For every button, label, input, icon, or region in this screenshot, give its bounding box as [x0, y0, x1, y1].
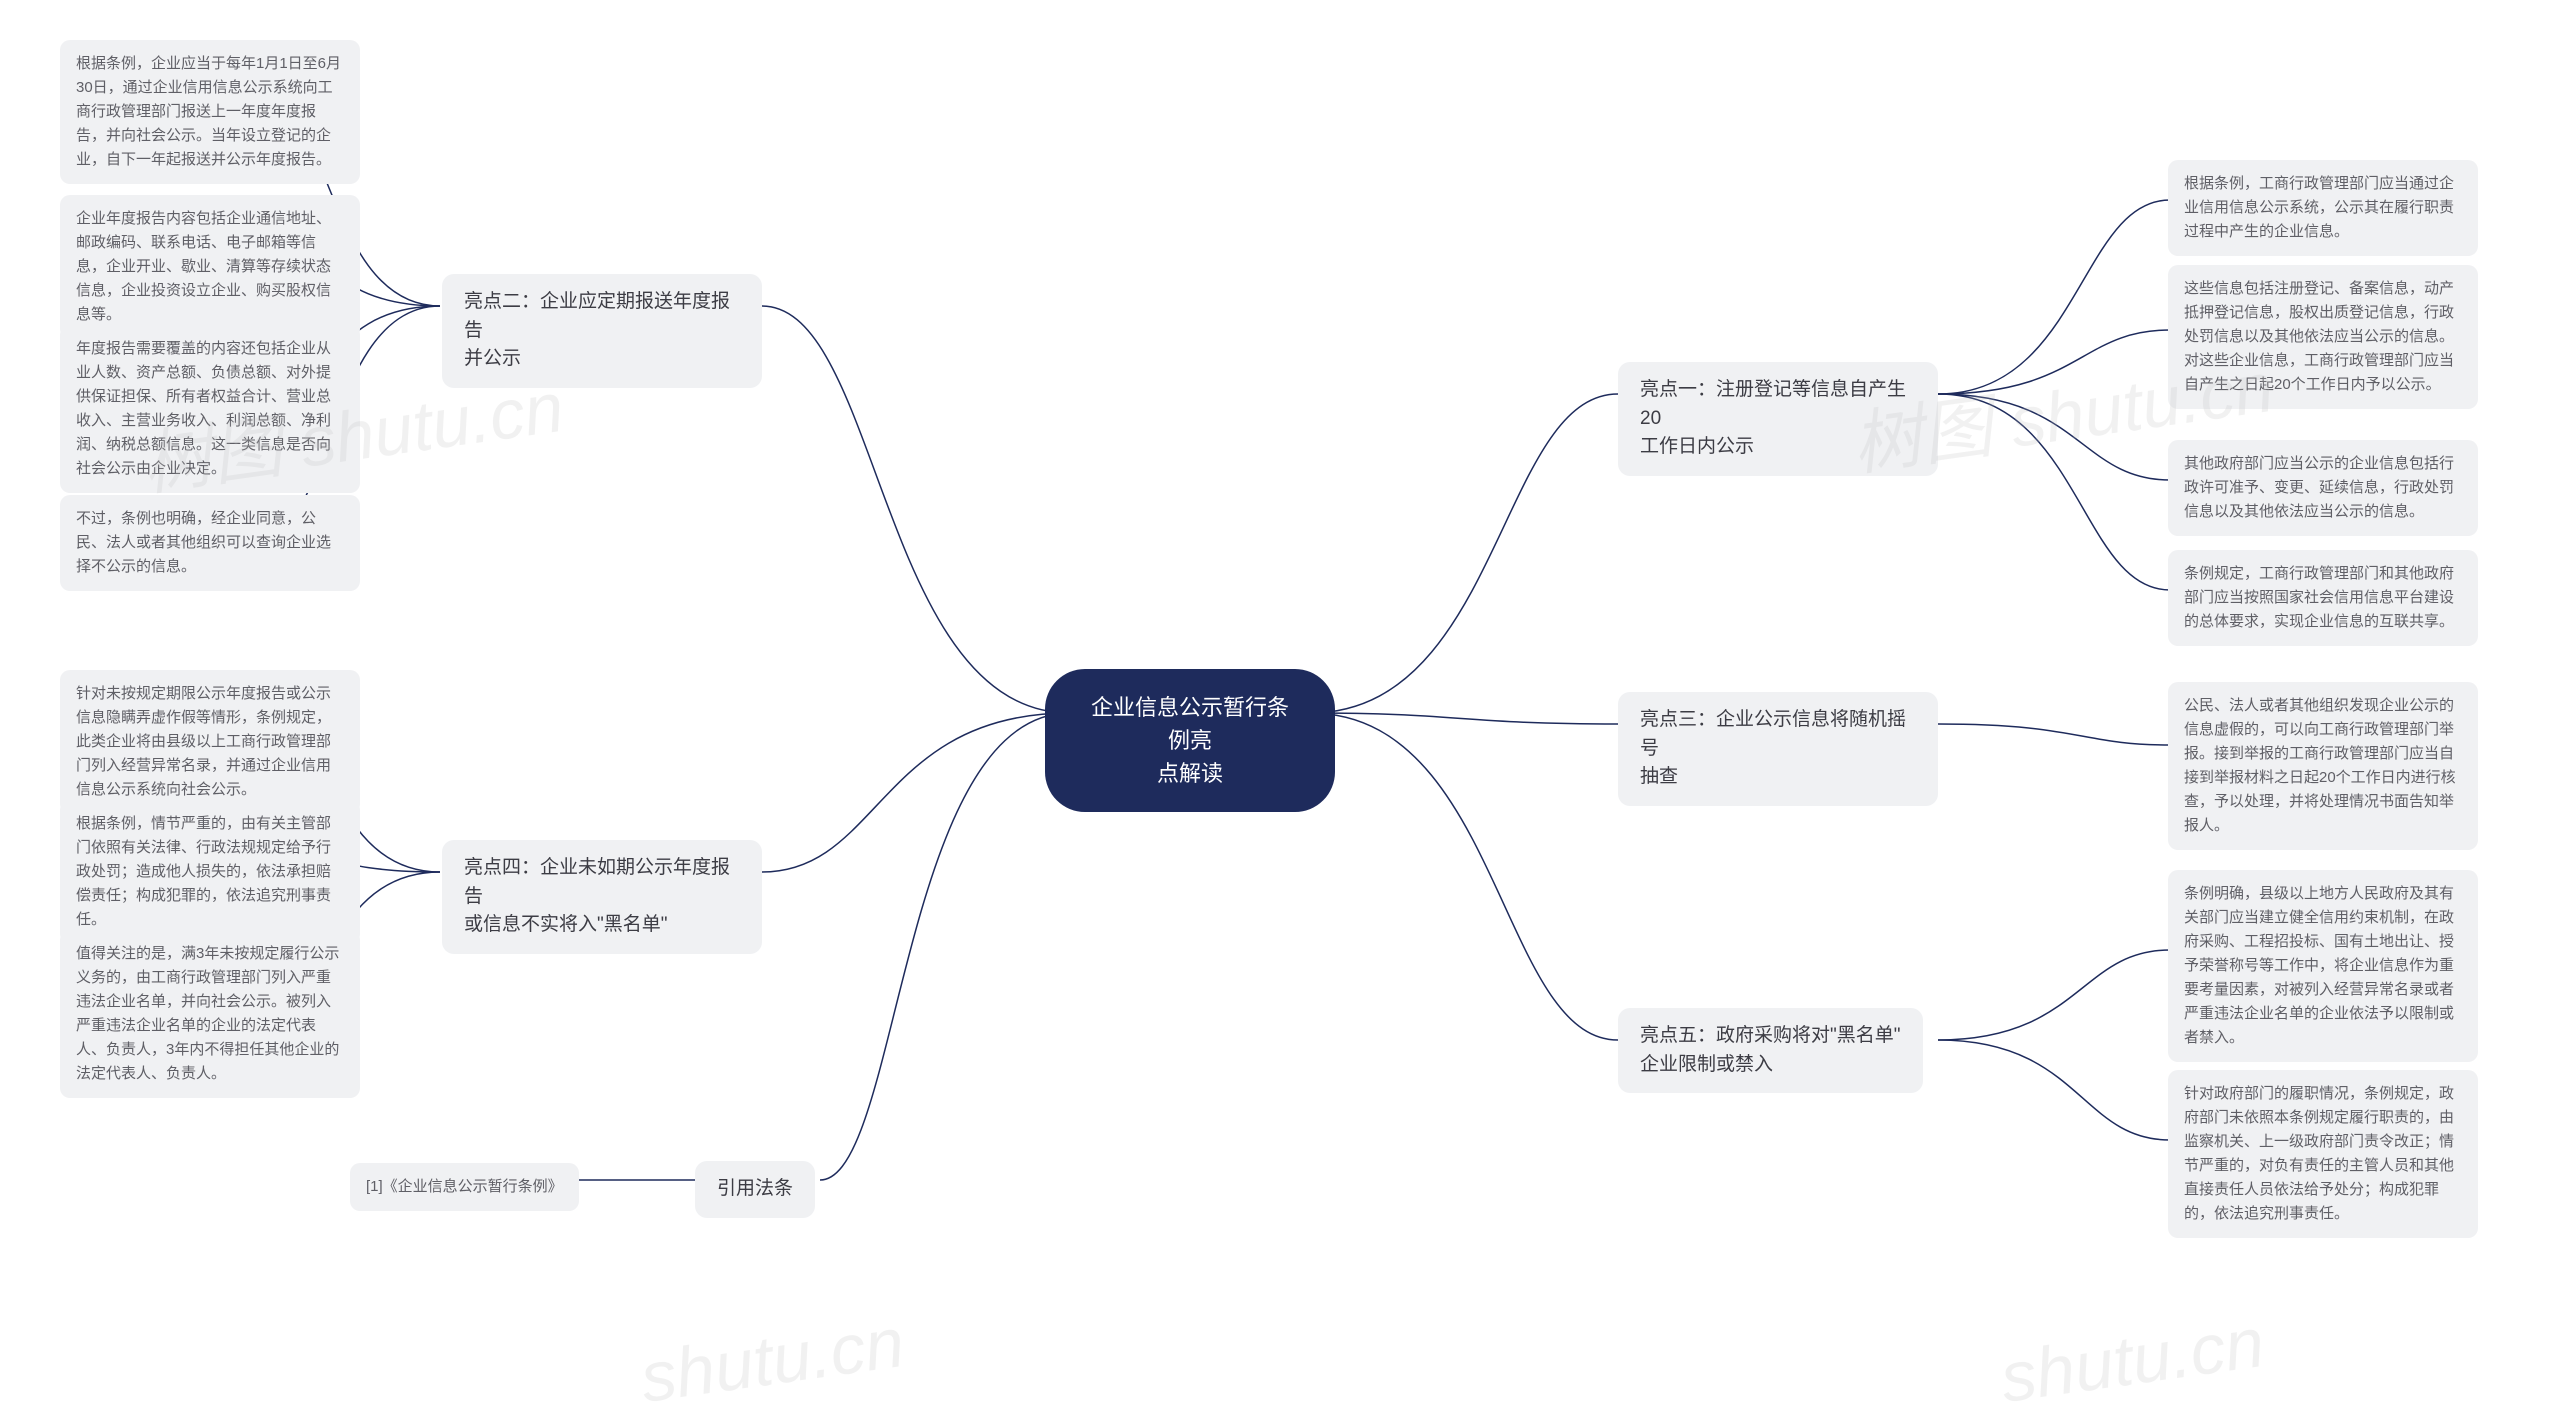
leaf-5b: 针对政府部门的履职情况，条例规定，政府部门未依照本条例规定履行职责的，由监察机关…: [2168, 1070, 2478, 1238]
branch-2-label: 亮点二：企业应定期报送年度报告 并公示: [464, 291, 730, 369]
leaf-2a-text: 根据条例，企业应当于每年1月1日至6月30日，通过企业信用信息公示系统向工商行政…: [76, 55, 341, 168]
branch-5: 亮点五：政府采购将对"黑名单" 企业限制或禁入: [1618, 1008, 1923, 1093]
leaf-2d: 不过，条例也明确，经企业同意，公民、法人或者其他组织可以查询企业选择不公示的信息…: [60, 495, 360, 591]
watermark-4-text: shutu.cn: [1996, 1303, 2269, 1417]
root-title: 企业信息公示暂行条例亮 点解读: [1091, 695, 1289, 786]
leaf-5b-text: 针对政府部门的履职情况，条例规定，政府部门未依照本条例规定履行职责的，由监察机关…: [2184, 1085, 2454, 1222]
branch-1-label: 亮点一：注册登记等信息自产生20 工作日内公示: [1640, 379, 1906, 457]
leaf-4b-text: 根据条例，情节严重的，由有关主管部门依照有关法律、行政法规规定给予行政处罚；造成…: [76, 815, 331, 928]
leaf-3a-text: 公民、法人或者其他组织发现企业公示的信息虚假的，可以向工商行政管理部门举报。接到…: [2184, 697, 2456, 834]
leaf-6a: [1]《企业信息公示暂行条例》: [350, 1163, 579, 1211]
leaf-1d: 条例规定，工商行政管理部门和其他政府部门应当按照国家社会信用信息平台建设的总体要…: [2168, 550, 2478, 646]
branch-3: 亮点三：企业公示信息将随机摇号 抽查: [1618, 692, 1938, 806]
root-node: 企业信息公示暂行条例亮 点解读: [1045, 669, 1335, 812]
branch-3-label: 亮点三：企业公示信息将随机摇号 抽查: [1640, 709, 1906, 787]
leaf-1b: 这些信息包括注册登记、备案信息，动产抵押登记信息，股权出质登记信息，行政处罚信息…: [2168, 265, 2478, 409]
leaf-3a: 公民、法人或者其他组织发现企业公示的信息虚假的，可以向工商行政管理部门举报。接到…: [2168, 682, 2478, 850]
leaf-2c-text: 年度报告需要覆盖的内容还包括企业从业人数、资产总额、负债总额、对外提供保证担保、…: [76, 340, 331, 477]
branch-5-label: 亮点五：政府采购将对"黑名单" 企业限制或禁入: [1640, 1025, 1901, 1075]
leaf-4c: 值得关注的是，满3年未按规定履行公示义务的，由工商行政管理部门列入严重违法企业名…: [60, 930, 360, 1098]
watermark-3-text: shutu.cn: [636, 1303, 909, 1417]
leaf-2a: 根据条例，企业应当于每年1月1日至6月30日，通过企业信用信息公示系统向工商行政…: [60, 40, 360, 184]
leaf-5a-text: 条例明确，县级以上地方人民政府及其有关部门应当建立健全信用约束机制，在政府采购、…: [2184, 885, 2454, 1046]
watermark-3: shutu.cn: [636, 1302, 909, 1418]
leaf-4a: 针对未按规定期限公示年度报告或公示信息隐瞒弄虚作假等情形，条例规定，此类企业将由…: [60, 670, 360, 814]
leaf-1c: 其他政府部门应当公示的企业信息包括行政许可准予、变更、延续信息，行政处罚信息以及…: [2168, 440, 2478, 536]
leaf-2c: 年度报告需要覆盖的内容还包括企业从业人数、资产总额、负债总额、对外提供保证担保、…: [60, 325, 360, 493]
leaf-6a-text: [1]《企业信息公示暂行条例》: [366, 1178, 563, 1195]
leaf-2b: 企业年度报告内容包括企业通信地址、邮政编码、联系电话、电子邮箱等信息，企业开业、…: [60, 195, 360, 339]
branch-2: 亮点二：企业应定期报送年度报告 并公示: [442, 274, 762, 388]
leaf-1d-text: 条例规定，工商行政管理部门和其他政府部门应当按照国家社会信用信息平台建设的总体要…: [2184, 565, 2454, 630]
leaf-2b-text: 企业年度报告内容包括企业通信地址、邮政编码、联系电话、电子邮箱等信息，企业开业、…: [76, 210, 331, 323]
leaf-1b-text: 这些信息包括注册登记、备案信息，动产抵押登记信息，股权出质登记信息，行政处罚信息…: [2184, 280, 2454, 393]
leaf-1a: 根据条例，工商行政管理部门应当通过企业信用信息公示系统，公示其在履行职责过程中产…: [2168, 160, 2478, 256]
leaf-1a-text: 根据条例，工商行政管理部门应当通过企业信用信息公示系统，公示其在履行职责过程中产…: [2184, 175, 2454, 240]
leaf-4c-text: 值得关注的是，满3年未按规定履行公示义务的，由工商行政管理部门列入严重违法企业名…: [76, 945, 339, 1082]
leaf-4b: 根据条例，情节严重的，由有关主管部门依照有关法律、行政法规规定给予行政处罚；造成…: [60, 800, 360, 944]
watermark-4: shutu.cn: [1996, 1302, 2269, 1418]
branch-6: 引用法条: [695, 1161, 815, 1218]
leaf-2d-text: 不过，条例也明确，经企业同意，公民、法人或者其他组织可以查询企业选择不公示的信息…: [76, 510, 331, 575]
branch-4: 亮点四：企业未如期公示年度报告 或信息不实将入"黑名单": [442, 840, 762, 954]
leaf-1c-text: 其他政府部门应当公示的企业信息包括行政许可准予、变更、延续信息，行政处罚信息以及…: [2184, 455, 2454, 520]
leaf-5a: 条例明确，县级以上地方人民政府及其有关部门应当建立健全信用约束机制，在政府采购、…: [2168, 870, 2478, 1062]
leaf-4a-text: 针对未按规定期限公示年度报告或公示信息隐瞒弄虚作假等情形，条例规定，此类企业将由…: [76, 685, 331, 798]
branch-1: 亮点一：注册登记等信息自产生20 工作日内公示: [1618, 362, 1938, 476]
branch-6-label: 引用法条: [717, 1178, 793, 1199]
branch-4-label: 亮点四：企业未如期公示年度报告 或信息不实将入"黑名单": [464, 857, 730, 935]
